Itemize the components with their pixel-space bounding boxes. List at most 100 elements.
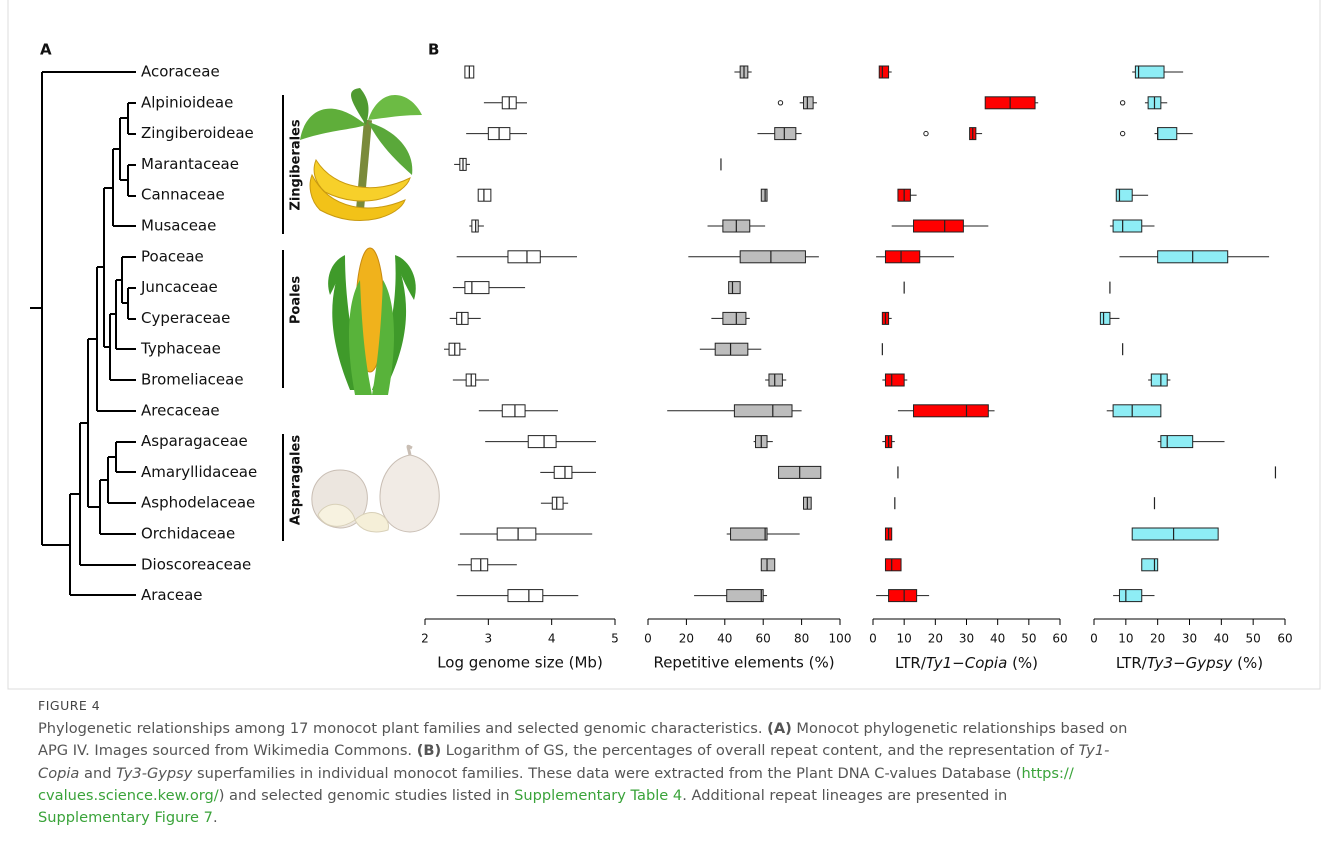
tree — [30, 72, 136, 595]
caption-link[interactable]: cvalues.science.kew.org/ — [38, 787, 219, 804]
x-tick-label: 10 — [897, 632, 912, 646]
family-label: Typhaceae — [140, 340, 221, 358]
x-tick-label: 50 — [1021, 632, 1036, 646]
box — [1119, 590, 1141, 602]
box — [497, 528, 536, 540]
x-axis-title: Log genome size (Mb) — [437, 654, 603, 672]
family-label: Alpinioideae — [141, 93, 233, 111]
family-label: Bromeliaceae — [141, 371, 244, 389]
x-axis-title-part: LTR/ — [1116, 654, 1148, 672]
box — [740, 251, 805, 263]
caption-link[interactable]: Supplementary Table 4 — [514, 787, 682, 804]
box — [769, 374, 782, 386]
caption-text: Ty3-Gypsy — [116, 765, 192, 782]
family-label: Arecaceae — [141, 401, 220, 419]
x-tick-label: 10 — [1118, 632, 1133, 646]
x-axis-title-part: Ty3−Gypsy — [1147, 654, 1234, 672]
caption-link[interactable]: https:// — [1021, 765, 1073, 782]
x-tick-label: 30 — [1182, 632, 1197, 646]
outlier — [924, 131, 928, 135]
x-tick-label: 3 — [485, 632, 493, 646]
box — [465, 282, 489, 294]
x-tick-label: 80 — [794, 632, 809, 646]
garlic-image — [312, 446, 439, 532]
box — [1158, 128, 1177, 140]
box — [761, 559, 774, 571]
x-tick-label: 30 — [959, 632, 974, 646]
family-label: Juncaceae — [140, 278, 218, 296]
box — [552, 497, 563, 509]
outlier — [1120, 101, 1124, 105]
box — [885, 374, 904, 386]
box — [1132, 528, 1218, 540]
caption-text: Ty1- — [1079, 742, 1110, 759]
box — [554, 466, 572, 478]
x-tick-label: 100 — [829, 632, 852, 646]
box — [914, 405, 989, 417]
x-tick-label: 20 — [1150, 632, 1165, 646]
family-label: Asparagaceae — [141, 432, 248, 450]
caption-text: . — [213, 809, 218, 826]
family-label: Orchidaceae — [141, 525, 235, 543]
caption-line: Copia and Ty3-Gypsy superfamilies in ind… — [38, 765, 1322, 787]
box — [885, 251, 919, 263]
box — [734, 405, 792, 417]
family-label: Marantaceae — [141, 155, 239, 173]
clade-label: Zingiberales — [289, 119, 304, 210]
family-label: Zingiberoideae — [141, 124, 254, 142]
box — [761, 189, 767, 201]
box — [528, 436, 556, 448]
caption-line: Supplementary Figure 7. — [38, 809, 1322, 831]
box — [775, 128, 796, 140]
family-label: Poaceae — [141, 247, 204, 265]
caption-link[interactable]: Supplementary Figure 7 — [38, 809, 213, 826]
box — [715, 343, 748, 355]
box — [879, 66, 888, 78]
box — [478, 189, 491, 201]
banana-image — [300, 88, 422, 221]
family-label: Acoraceae — [141, 63, 220, 81]
panel-label: B — [428, 41, 439, 59]
caption-line: cvalues.science.kew.org/) and selected g… — [38, 787, 1322, 809]
box — [1116, 189, 1132, 201]
box — [727, 590, 763, 602]
box — [471, 559, 487, 571]
x-tick-label: 60 — [1277, 632, 1292, 646]
caption-text: (A) — [767, 720, 792, 737]
box — [1100, 312, 1110, 324]
x-tick-label: 60 — [756, 632, 771, 646]
caption: FIGURE 4 Phylogenetic relationships amon… — [38, 698, 1322, 831]
box — [508, 590, 543, 602]
x-tick-label: 0 — [869, 632, 877, 646]
panel-label: A — [40, 41, 52, 59]
family-label: Cyperaceae — [141, 309, 230, 327]
x-axis-title: Repetitive elements (%) — [653, 654, 834, 672]
caption-text: Monocot phylogenetic relationships based… — [792, 720, 1128, 737]
family-label: Asphodelaceae — [141, 494, 255, 512]
family-label: Araceae — [141, 586, 203, 604]
box — [914, 220, 964, 232]
caption-text: Phylogenetic relationships among 17 mono… — [38, 720, 767, 737]
x-tick-label: 4 — [548, 632, 556, 646]
box — [1135, 66, 1164, 78]
box — [889, 590, 917, 602]
x-tick-label: 5 — [611, 632, 619, 646]
caption-text: ) and selected genomic studies listed in — [219, 787, 514, 804]
family-label: Dioscoreaceae — [141, 555, 251, 573]
box — [508, 251, 540, 263]
box — [1161, 436, 1193, 448]
box — [804, 97, 814, 109]
caption-text: Logarithm of GS, the percentages of over… — [441, 742, 1078, 759]
corn-image — [328, 248, 416, 395]
x-tick-label: 40 — [990, 632, 1005, 646]
x-tick-label: 40 — [1214, 632, 1229, 646]
box — [1113, 405, 1161, 417]
clade-label: Poales — [289, 276, 304, 325]
outlier — [1120, 131, 1124, 135]
x-axis-title: LTR/Ty1−Copia (%) — [895, 654, 1038, 672]
x-tick-label: 50 — [1246, 632, 1261, 646]
caption-text: (B) — [417, 742, 441, 759]
x-tick-label: 0 — [644, 632, 652, 646]
box — [731, 528, 767, 540]
box — [1151, 374, 1167, 386]
